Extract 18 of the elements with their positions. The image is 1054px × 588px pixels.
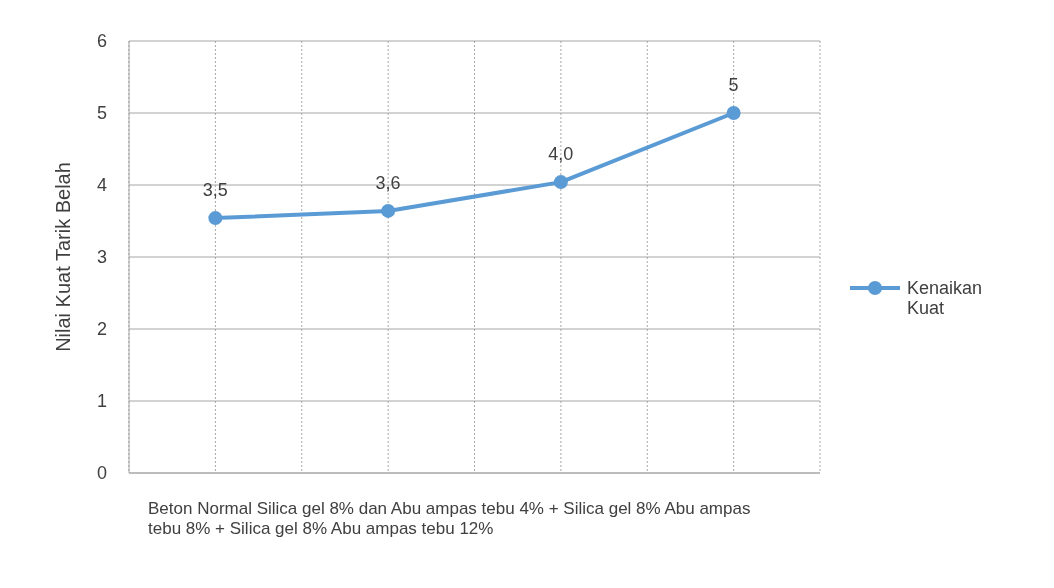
point <box>208 211 223 226</box>
y-tick-label: 2 <box>96 319 107 340</box>
point <box>726 106 741 120</box>
point <box>381 203 396 218</box>
legend-label: Kenaikan Kuat <box>907 278 983 318</box>
point <box>553 175 568 190</box>
data-label: 3,6 <box>375 172 401 193</box>
y-tick-label: 6 <box>96 31 107 52</box>
y-tick-label: 5 <box>96 103 107 124</box>
y-axis-title: Nilai Kuat Tarik Belah <box>52 162 74 352</box>
data-label: 3,5 <box>202 180 228 201</box>
y-tick-label: 0 <box>96 463 107 484</box>
data-label: 4,0 <box>548 144 574 165</box>
y-tick-label: 3 <box>96 247 107 268</box>
data-label: 5 <box>728 75 739 95</box>
y-tick-label: 4 <box>96 175 107 196</box>
x-axis-title: Beton Normal Silica gel 8% dan Abu ampas tebu 4% + Silica gel 8% Abu ampas tebu 8% + Silica gel 8% Abu ampas tebu 12% <box>148 499 751 538</box>
y-tick-label: 1 <box>96 391 107 412</box>
